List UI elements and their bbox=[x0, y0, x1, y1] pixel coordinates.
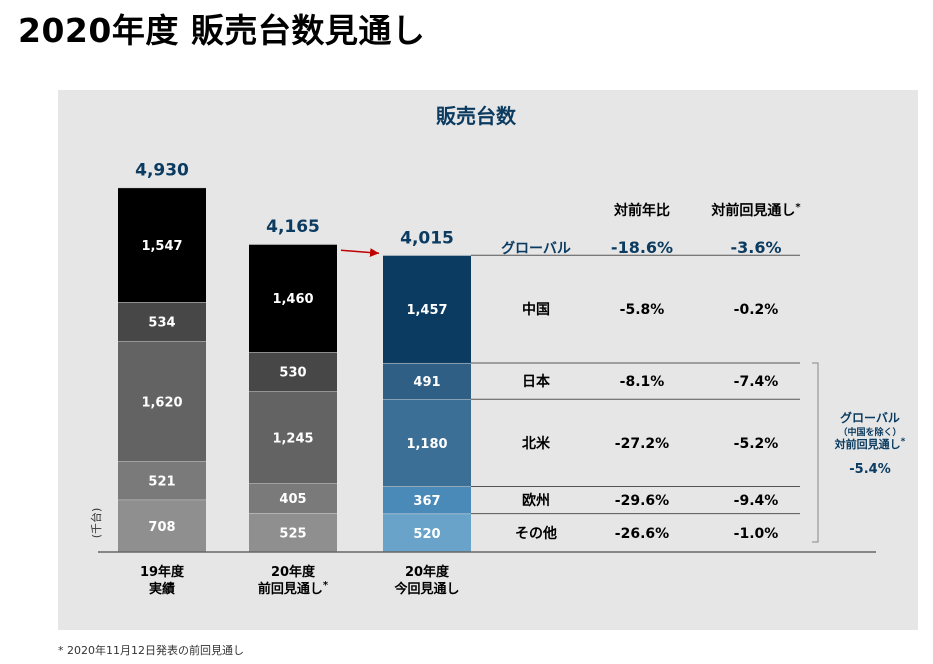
category-label: 今回見通し bbox=[393, 581, 459, 597]
table-header: 対前年比 bbox=[613, 202, 670, 219]
side-note-label: 対前回見通し* bbox=[834, 437, 906, 451]
table-row-name: 日本 bbox=[522, 373, 551, 390]
segment-value-label: 530 bbox=[279, 366, 306, 381]
segment-value-label: 520 bbox=[413, 527, 440, 542]
footnote: * 2020年11月12日発表の前回見通し bbox=[58, 644, 244, 657]
bar-segment-2-1 bbox=[249, 513, 337, 552]
segment-value-label: 708 bbox=[148, 520, 175, 535]
bar-segment-2-2 bbox=[249, 483, 337, 514]
y-axis-label: (千台) bbox=[89, 508, 103, 539]
bar-segment-1-1 bbox=[118, 499, 206, 552]
table-yoy-value: -26.6% bbox=[615, 526, 669, 542]
table-row-name: グローバル bbox=[501, 240, 571, 257]
segment-value-label: 1,460 bbox=[272, 292, 313, 307]
side-note-value: -5.4% bbox=[849, 462, 890, 477]
page-title: 2020年度 販売台数見通し bbox=[18, 11, 426, 50]
bar-segment-1-4 bbox=[118, 301, 206, 342]
footnote-mark: * bbox=[901, 437, 906, 447]
bar-segment-3-2 bbox=[383, 486, 471, 514]
bar-segment-3-3 bbox=[383, 399, 471, 487]
segment-value-label: 1,620 bbox=[141, 395, 182, 410]
table-yoy-value: -5.8% bbox=[620, 302, 665, 318]
segment-value-label: 525 bbox=[279, 527, 306, 542]
bar-segment-2-5 bbox=[249, 244, 337, 353]
chart-title: 販売台数 bbox=[436, 104, 517, 128]
table-vs-prev-value: -1.0% bbox=[734, 526, 779, 542]
segment-value-label: 1,547 bbox=[141, 239, 182, 254]
stacked-bar-chart: 販売台数 708 521 1,620 534 1,547 4,930 525 405 1,245 5… bbox=[89, 104, 906, 597]
segment-value-label: 1,457 bbox=[406, 303, 447, 318]
segment-value-label: 534 bbox=[148, 316, 175, 331]
bar-segment-2-3 bbox=[249, 391, 337, 484]
table-yoy-value: -18.6% bbox=[611, 238, 673, 257]
bar-segment-3-1 bbox=[383, 513, 471, 552]
table-yoy-value: -27.2% bbox=[615, 436, 669, 452]
segment-value-label: 405 bbox=[279, 492, 306, 507]
table-vs-prev-value: -5.2% bbox=[734, 436, 779, 452]
bar-segment-1-2 bbox=[118, 461, 206, 500]
category-label: 19年度 bbox=[140, 564, 185, 580]
change-arrow bbox=[340, 248, 380, 258]
bracket bbox=[812, 362, 819, 543]
table-row-name: その他 bbox=[515, 525, 557, 542]
bar-total-label: 4,165 bbox=[266, 217, 320, 237]
bar-total-label: 4,015 bbox=[400, 228, 454, 248]
category-label: 20年度 bbox=[271, 564, 316, 580]
segment-value-label: 1,180 bbox=[406, 437, 447, 452]
table-row-name: 北米 bbox=[522, 435, 551, 452]
footnote-mark: * bbox=[795, 202, 801, 213]
table-row-name: 欧州 bbox=[522, 492, 550, 509]
category-label: 20年度 bbox=[405, 564, 450, 580]
table-row-name: 中国 bbox=[522, 301, 550, 318]
bar-segment-3-5 bbox=[383, 255, 471, 363]
segment-value-label: 521 bbox=[148, 474, 175, 489]
category-label: 実績 bbox=[149, 581, 175, 597]
footnote-mark: * bbox=[323, 580, 329, 591]
table-vs-prev-value: -3.6% bbox=[730, 238, 781, 257]
side-note-sublabel: （中国を除く） bbox=[838, 426, 901, 438]
table-yoy-value: -29.6% bbox=[615, 493, 669, 509]
table-vs-prev-value: -0.2% bbox=[734, 302, 779, 318]
category-label: 前回見通し* bbox=[258, 580, 329, 597]
bar-segment-3-4 bbox=[383, 362, 471, 400]
segment-value-label: 491 bbox=[413, 375, 440, 390]
bar-segment-2-4 bbox=[249, 352, 337, 392]
segment-value-label: 367 bbox=[413, 494, 440, 509]
chart-panel: 販売台数 708 521 1,620 534 1,547 4,930 525 405 1,245 5… bbox=[58, 90, 918, 630]
table-yoy-value: -8.1% bbox=[620, 374, 665, 390]
side-note-label: グローバル bbox=[840, 410, 900, 425]
table-header: 対前回見通し* bbox=[710, 202, 801, 219]
table-vs-prev-value: -9.4% bbox=[734, 493, 779, 509]
bar-total-label: 4,930 bbox=[135, 161, 189, 181]
table-vs-prev-value: -7.4% bbox=[734, 374, 779, 390]
segment-value-label: 1,245 bbox=[272, 431, 313, 446]
bar-segment-1-3 bbox=[118, 341, 206, 462]
bar-segment-1-5 bbox=[118, 187, 206, 302]
